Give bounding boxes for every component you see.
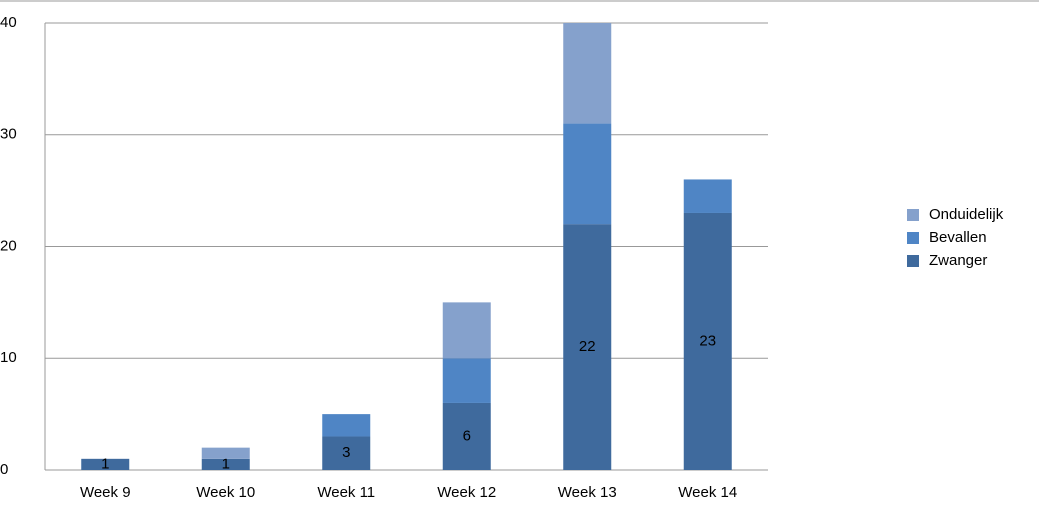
- data-label: 6: [463, 427, 471, 444]
- bar-segment: [683, 212, 732, 470]
- x-tick-label: Week 11: [317, 484, 375, 501]
- bar-segment: [683, 179, 732, 213]
- bar-segment: [442, 302, 491, 359]
- legend-label: Bevallen: [929, 229, 987, 246]
- y-tick-label: 0: [0, 461, 8, 478]
- legend-swatch: [907, 255, 919, 267]
- bar-segment: [563, 23, 612, 124]
- x-tick-label: Week 12: [437, 484, 496, 501]
- x-tick-label: Week 14: [678, 484, 737, 501]
- x-tick-label: Week 9: [80, 484, 131, 501]
- y-tick-label: 40: [0, 14, 17, 31]
- legend-swatch: [907, 209, 919, 221]
- data-label: 1: [101, 455, 109, 472]
- x-tick-label: Week 13: [558, 484, 617, 501]
- legend-label: Onduidelijk: [929, 206, 1004, 223]
- bar-segment: [563, 224, 612, 470]
- bar-segment: [81, 458, 130, 470]
- data-label: 22: [579, 338, 596, 355]
- data-label: 3: [342, 444, 350, 461]
- legend-label: Zwanger: [929, 252, 987, 269]
- y-tick-label: 30: [0, 126, 17, 143]
- bar-segment: [322, 414, 371, 437]
- y-tick-label: 20: [0, 237, 17, 254]
- data-label: 1: [222, 455, 230, 472]
- y-tick-label: 10: [0, 349, 17, 366]
- bar-segment: [201, 447, 250, 459]
- data-label: 23: [699, 332, 716, 349]
- x-tick-label: Week 10: [196, 484, 255, 501]
- bar-segment: [201, 458, 250, 470]
- bar-segment: [442, 358, 491, 403]
- bar-segment: [322, 436, 371, 470]
- bar-segment: [442, 402, 491, 470]
- bar-segment: [563, 123, 612, 225]
- legend-swatch: [907, 232, 919, 244]
